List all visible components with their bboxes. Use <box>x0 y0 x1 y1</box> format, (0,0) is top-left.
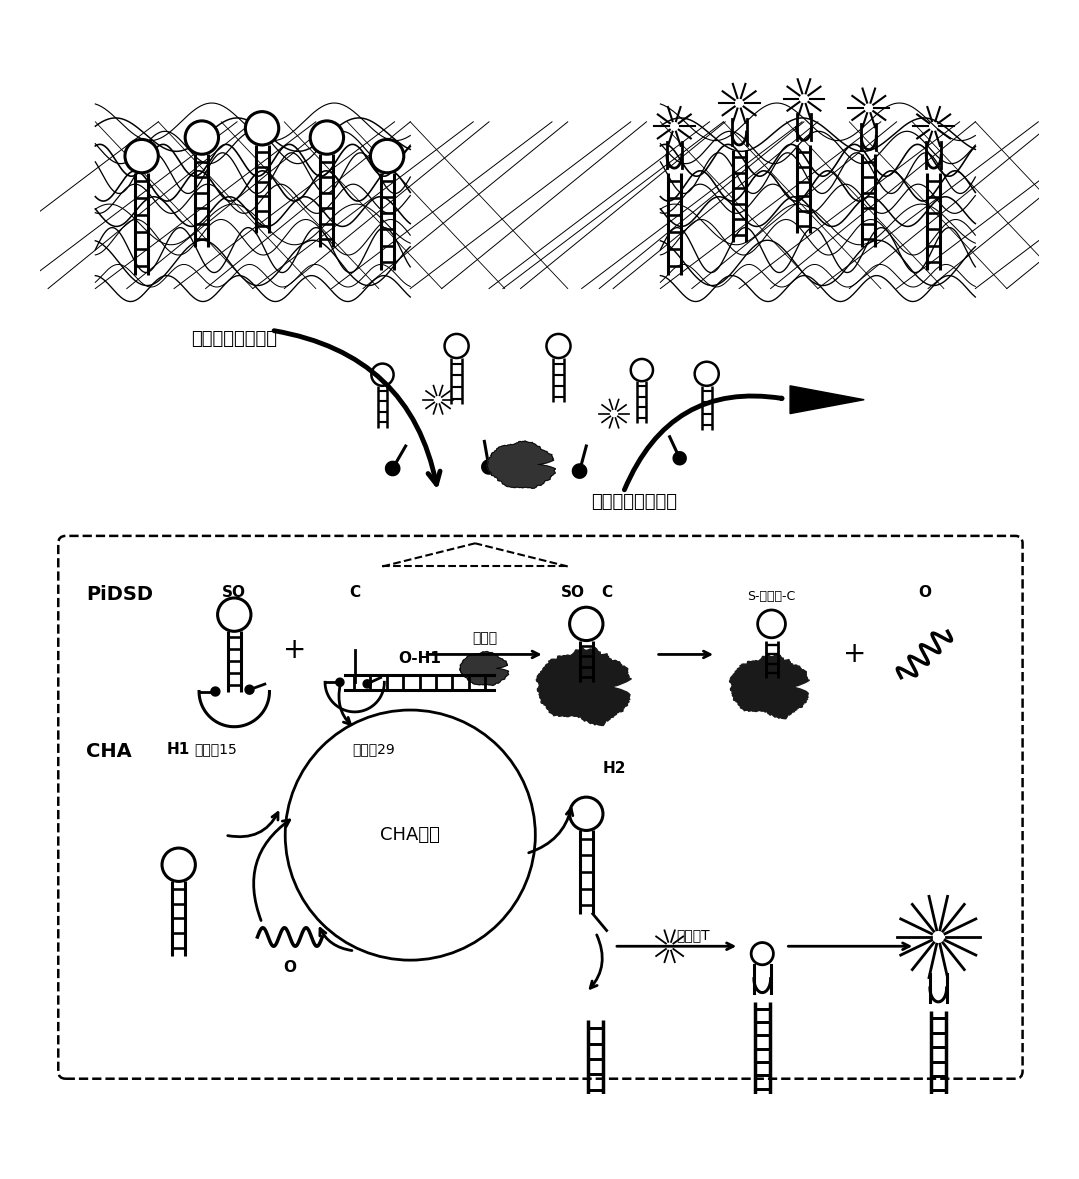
Circle shape <box>285 710 535 960</box>
FancyArrowPatch shape <box>590 935 602 988</box>
Text: O: O <box>284 960 297 975</box>
Text: O: O <box>918 585 931 600</box>
Text: CHA: CHA <box>86 743 132 762</box>
Text: +: + <box>283 635 306 664</box>
Text: 硫黄素T: 硫黄素T <box>677 928 710 942</box>
Circle shape <box>570 797 603 830</box>
Text: CHA放大: CHA放大 <box>380 826 440 844</box>
Circle shape <box>570 607 603 640</box>
Polygon shape <box>729 654 809 719</box>
Circle shape <box>186 121 219 154</box>
FancyArrowPatch shape <box>319 928 352 950</box>
Circle shape <box>125 139 159 173</box>
FancyArrowPatch shape <box>789 943 910 949</box>
FancyArrowPatch shape <box>339 685 351 724</box>
Circle shape <box>370 139 404 173</box>
FancyBboxPatch shape <box>58 536 1023 1079</box>
Polygon shape <box>481 460 496 474</box>
Circle shape <box>218 598 251 631</box>
FancyArrowPatch shape <box>658 651 710 658</box>
Circle shape <box>311 121 343 154</box>
Text: C: C <box>350 585 360 600</box>
Circle shape <box>751 942 774 964</box>
FancyArrowPatch shape <box>228 812 278 837</box>
Circle shape <box>162 848 195 882</box>
Polygon shape <box>460 652 509 685</box>
Polygon shape <box>536 647 631 725</box>
FancyArrowPatch shape <box>274 330 440 485</box>
Text: S-凝血酶-C: S-凝血酶-C <box>748 590 795 602</box>
Text: 凝血酶: 凝血酶 <box>472 631 497 645</box>
Circle shape <box>695 362 719 386</box>
Circle shape <box>445 334 468 358</box>
Polygon shape <box>385 461 400 475</box>
Polygon shape <box>336 678 344 686</box>
FancyArrowPatch shape <box>625 396 782 489</box>
FancyArrowPatch shape <box>254 819 289 921</box>
Circle shape <box>631 358 653 381</box>
Polygon shape <box>488 441 556 488</box>
FancyArrowPatch shape <box>617 943 734 949</box>
Text: PiDSD: PiDSD <box>86 585 153 604</box>
Text: SO: SO <box>560 585 585 600</box>
Polygon shape <box>245 685 254 694</box>
FancyArrowPatch shape <box>529 809 573 852</box>
Polygon shape <box>673 452 686 465</box>
Text: H1: H1 <box>167 743 190 757</box>
Circle shape <box>245 112 278 145</box>
Text: 一步法检测凝血酶: 一步法检测凝血酶 <box>591 493 677 511</box>
Text: SO: SO <box>222 585 246 600</box>
Circle shape <box>371 363 394 386</box>
Text: +: + <box>843 640 866 668</box>
Polygon shape <box>364 680 371 689</box>
Text: 适配体29: 适配体29 <box>352 743 395 757</box>
Text: H2: H2 <box>602 760 626 776</box>
Text: 适配体15: 适配体15 <box>194 743 237 757</box>
Polygon shape <box>210 687 220 696</box>
FancyArrowPatch shape <box>427 651 538 658</box>
Text: 纳米纤维传感平台: 纳米纤维传感平台 <box>191 330 277 348</box>
Circle shape <box>546 334 571 358</box>
Polygon shape <box>573 465 587 479</box>
Text: C: C <box>601 585 612 600</box>
Polygon shape <box>790 386 864 414</box>
Circle shape <box>757 610 786 638</box>
Text: O-H1: O-H1 <box>398 651 441 666</box>
